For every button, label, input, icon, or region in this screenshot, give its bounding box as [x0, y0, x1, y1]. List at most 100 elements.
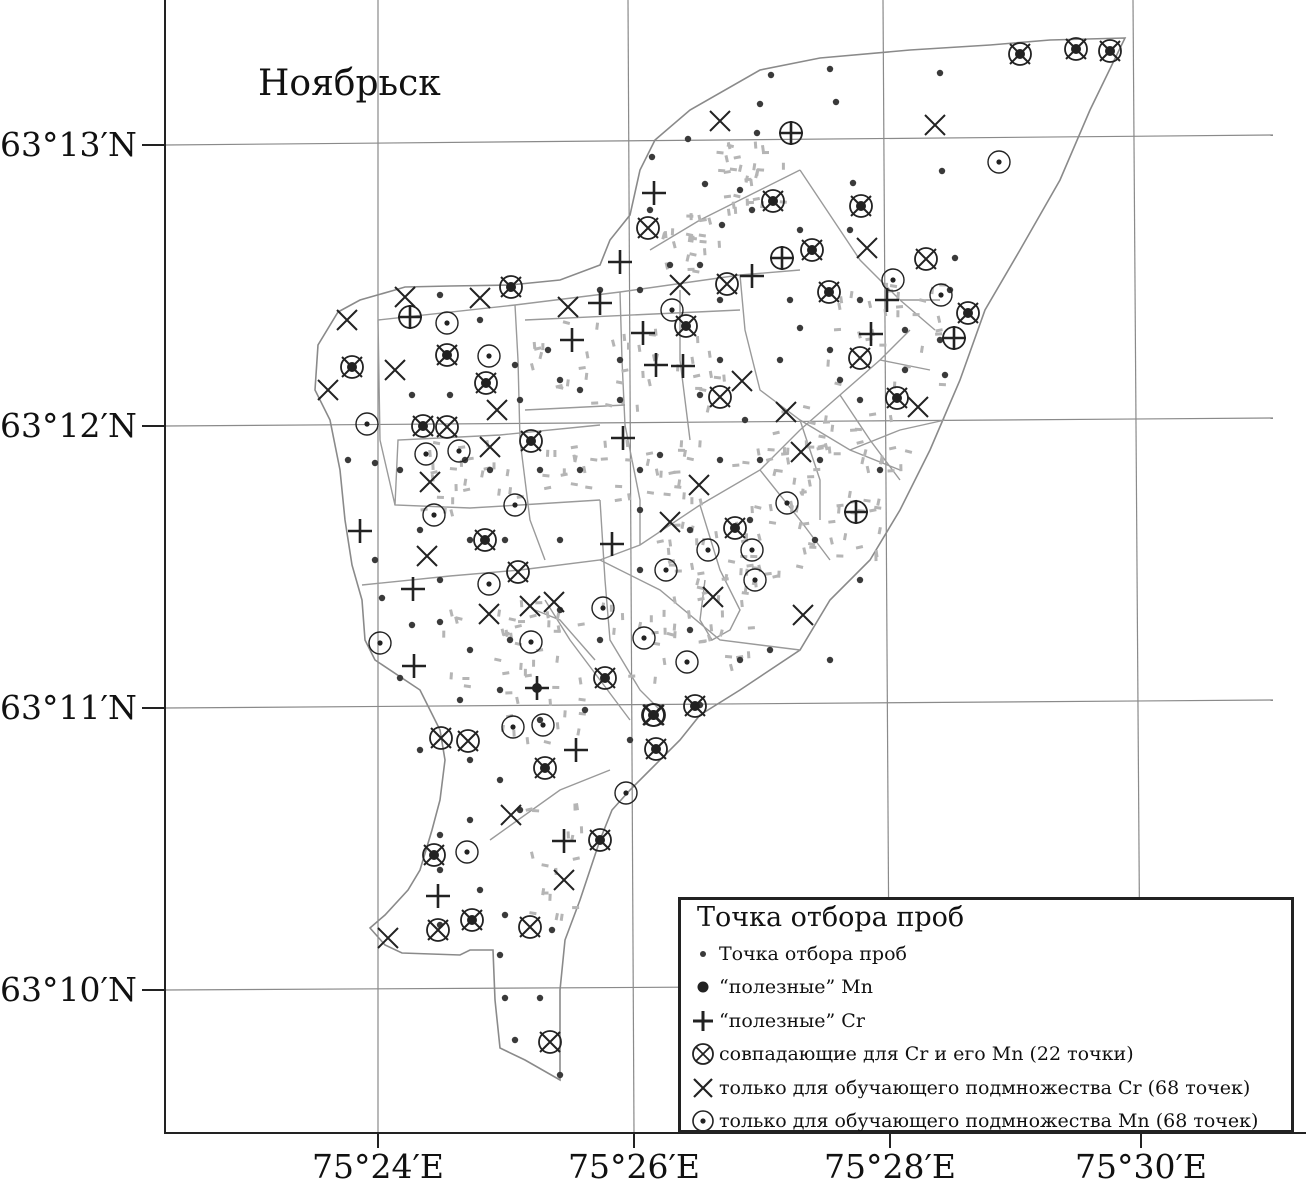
sample-point-marker: [846, 226, 854, 234]
building-footprint: [874, 549, 879, 558]
sample-point-marker: [901, 326, 909, 334]
sample-point-marker: [503, 493, 527, 517]
legend-item-mn-training: только для обучающего подмножества Mn (6…: [691, 1105, 1291, 1139]
sample-point-marker: [436, 831, 444, 839]
building-footprint: [744, 533, 748, 541]
sample-point-marker: [756, 456, 764, 464]
building-footprint: [508, 487, 513, 495]
building-footprint: [829, 537, 834, 545]
building-footprint: [912, 313, 920, 317]
building-footprint: [738, 164, 743, 172]
building-footprint: [746, 563, 754, 568]
building-footprint: [677, 479, 682, 487]
building-footprint: [686, 214, 694, 218]
sample-point-marker: [646, 206, 654, 214]
building-footprint: [515, 696, 520, 705]
longitude-label: 75°30′E: [1074, 1147, 1208, 1186]
building-footprint: [563, 710, 567, 718]
building-footprint: [752, 196, 761, 202]
building-footprint: [532, 341, 537, 350]
sample-point-marker: [368, 631, 392, 655]
building-footprint: [547, 620, 551, 628]
building-footprint: [555, 722, 560, 730]
building-footprint: [530, 851, 535, 859]
sample-point-marker: [636, 506, 644, 514]
sample-point-marker: [936, 69, 944, 77]
sample-point-marker: [429, 726, 453, 750]
building-footprint: [695, 538, 699, 546]
sample-point-marker: [686, 626, 694, 634]
building-footprint: [880, 455, 884, 463]
building-footprint: [709, 624, 714, 632]
building-footprint: [789, 505, 794, 513]
sample-point-marker: [591, 596, 615, 620]
sample-point-marker: [743, 568, 767, 592]
building-footprint: [733, 206, 738, 214]
sample-point-marker: [716, 356, 724, 364]
sample-point-marker: [756, 100, 764, 108]
building-footprint: [659, 470, 663, 478]
building-footprint: [874, 505, 882, 510]
sample-point-marker: [836, 376, 844, 384]
building-footprint: [839, 296, 844, 304]
sample-point-marker: [660, 298, 684, 322]
sample-point-marker: [740, 538, 764, 562]
sample-point-marker: [929, 283, 953, 307]
building-footprint: [807, 479, 812, 487]
sample-point-marker: [519, 429, 543, 453]
sample-point-marker: [456, 696, 464, 704]
building-footprint: [733, 193, 741, 199]
building-footprint: [578, 697, 586, 702]
legend-item-coinciding: совпадающие для Cr и его Mn (22 точки): [691, 1038, 1291, 1072]
building-footprint: [590, 457, 598, 462]
sample-point-marker: [849, 179, 857, 187]
building-footprint: [772, 430, 780, 436]
sample-point-marker: [669, 274, 691, 296]
building-footprint: [497, 609, 502, 617]
sample-point-marker: [856, 296, 864, 304]
plus-icon: [693, 1010, 713, 1031]
building-footprint: [813, 467, 821, 472]
sample-point-marker: [741, 416, 749, 424]
building-footprint: [768, 520, 777, 525]
building-footprint: [935, 332, 943, 336]
building-footprint: [919, 345, 924, 353]
building-footprint: [670, 228, 675, 236]
building-footprint: [807, 445, 815, 449]
building-footprint: [508, 617, 517, 622]
building-footprint: [541, 888, 546, 896]
longitude-label: 75°24′E: [311, 1147, 445, 1186]
building-footprint: [627, 493, 632, 501]
building-footprint: [565, 379, 570, 387]
building-footprint: [833, 452, 841, 456]
sample-point-marker: [816, 456, 824, 464]
sample-point-marker: [588, 828, 612, 852]
sample-point-marker: [422, 503, 446, 527]
sample-point-marker: [856, 396, 864, 404]
building-footprint: [699, 387, 707, 393]
legend-item-useful-mn: “полезные” Mn: [691, 971, 1291, 1005]
building-footprint: [690, 497, 694, 505]
building-footprint: [674, 485, 682, 489]
building-footprint: [854, 427, 862, 432]
building-footprint: [938, 382, 946, 387]
building-footprints: [420, 141, 947, 921]
sample-point-marker: [941, 371, 949, 379]
building-footprint: [847, 490, 852, 499]
sample-point-marker: [533, 756, 557, 780]
latitude-label: 63°12′N: [0, 406, 137, 445]
building-footprint: [620, 612, 625, 621]
sample-point-marker: [800, 238, 824, 262]
sample-point-marker: [419, 471, 441, 493]
building-footprint: [615, 484, 623, 489]
sample-point-marker: [518, 915, 542, 939]
latitude-label: 63°13′N: [0, 125, 137, 164]
building-footprint: [502, 631, 511, 637]
legend-item-label: “полезные” Mn: [719, 976, 873, 999]
building-footprint: [726, 208, 731, 216]
sample-point-marker: [817, 280, 841, 304]
building-footprint: [562, 468, 566, 476]
building-footprint: [545, 449, 550, 457]
sample-point-marker: [496, 686, 504, 694]
building-footprint: [621, 368, 629, 373]
